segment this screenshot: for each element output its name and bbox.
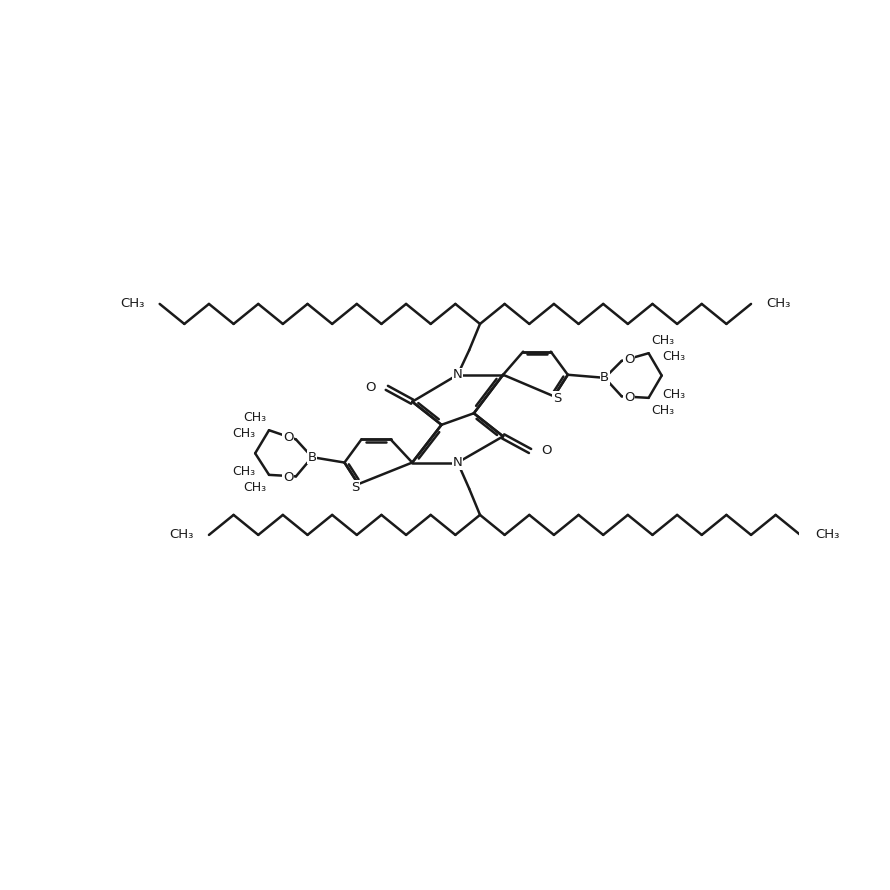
Text: CH₃: CH₃ bbox=[120, 297, 144, 311]
Text: CH₃: CH₃ bbox=[232, 465, 255, 478]
Text: CH₃: CH₃ bbox=[243, 481, 266, 494]
Text: CH₃: CH₃ bbox=[662, 388, 685, 401]
Text: CH₃: CH₃ bbox=[232, 427, 255, 440]
Text: CH₃: CH₃ bbox=[766, 297, 791, 311]
Text: CH₃: CH₃ bbox=[651, 335, 675, 347]
Text: B: B bbox=[600, 371, 610, 384]
Text: O: O bbox=[624, 392, 635, 404]
Text: O: O bbox=[283, 432, 294, 444]
Text: O: O bbox=[624, 352, 635, 366]
Text: CH₃: CH₃ bbox=[662, 350, 685, 363]
Text: N: N bbox=[453, 456, 463, 469]
Text: CH₃: CH₃ bbox=[816, 529, 840, 541]
Text: B: B bbox=[308, 450, 317, 464]
Text: CH₃: CH₃ bbox=[651, 404, 675, 417]
Text: S: S bbox=[553, 392, 562, 405]
Text: S: S bbox=[351, 481, 360, 494]
Text: O: O bbox=[366, 381, 376, 394]
Text: O: O bbox=[283, 472, 294, 484]
Text: CH₃: CH₃ bbox=[243, 411, 266, 425]
Text: CH₃: CH₃ bbox=[169, 529, 193, 541]
Text: O: O bbox=[541, 444, 551, 457]
Text: N: N bbox=[453, 368, 463, 381]
